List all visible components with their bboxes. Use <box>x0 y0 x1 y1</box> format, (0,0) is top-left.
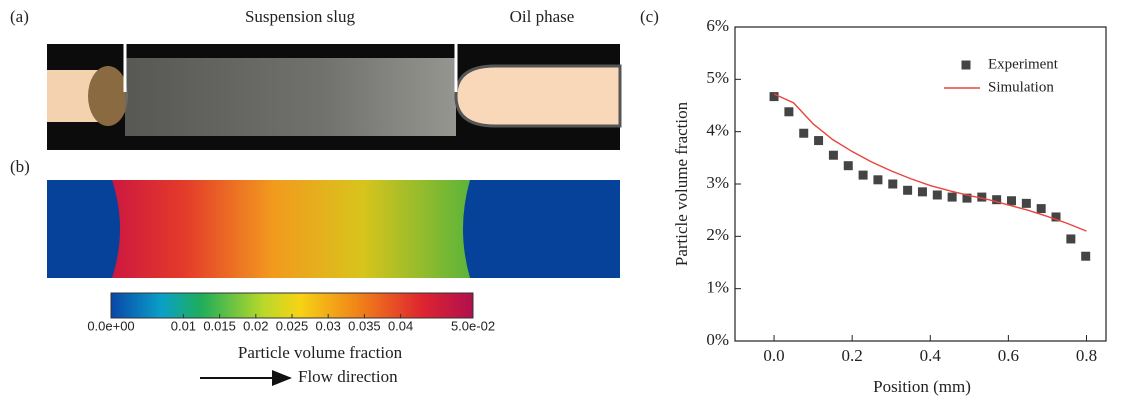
data-point <box>829 151 838 160</box>
y-axis-label: Particle volume fraction <box>672 101 691 266</box>
data-point <box>1022 199 1031 208</box>
x-tick-label: 0.8 <box>1076 346 1097 365</box>
y-tick-label: 2% <box>706 225 729 244</box>
data-point <box>784 107 793 116</box>
data-point <box>844 161 853 170</box>
data-point <box>859 171 868 180</box>
data-point <box>873 175 882 184</box>
legend-swatch <box>962 61 971 70</box>
colorbar-tick-label: 0.02 <box>243 318 268 333</box>
y-tick-label: 0% <box>706 330 729 349</box>
data-point <box>903 186 912 195</box>
x-tick-label: 0.2 <box>842 346 863 365</box>
panel-label: (c) <box>640 7 659 26</box>
annotation: Suspension slug <box>245 7 356 26</box>
data-point <box>1081 252 1090 261</box>
colorbar-tick-label: 5.0e-02 <box>451 318 495 333</box>
data-point <box>933 190 942 199</box>
legend-label: Experiment <box>988 56 1059 72</box>
data-point <box>1037 204 1046 213</box>
plot-frame <box>735 27 1106 341</box>
data-point <box>948 193 957 202</box>
panel-label: (a) <box>10 7 29 26</box>
y-tick-label: 4% <box>706 121 729 140</box>
colorbar-tick-label: 0.03 <box>316 318 341 333</box>
figure: (a) Suspension slug Oil phase (b) Partic… <box>0 0 1126 408</box>
colorbar-tick-label: 0.035 <box>348 318 381 333</box>
data-point <box>1066 234 1075 243</box>
colorbar-tick-label: 0.04 <box>388 318 413 333</box>
colorbar-tick-label: 0.0e+00 <box>87 318 134 333</box>
colorbar-tick-label: 0.025 <box>276 318 309 333</box>
photo <box>47 44 620 150</box>
y-tick-label: 1% <box>706 278 729 297</box>
x-tick-label: 0.4 <box>920 346 942 365</box>
data-point <box>918 187 927 196</box>
colorbar-tick-label: 0.01 <box>171 318 196 333</box>
data-point <box>770 92 779 101</box>
panel-label: (b) <box>10 157 30 176</box>
page: body { margin: 0; background: #fff; font… <box>0 0 1126 408</box>
data-point <box>799 129 808 138</box>
annotation: Oil phase <box>510 7 575 26</box>
data-point <box>888 180 897 189</box>
colorbar-tick-label: 0.015 <box>203 318 236 333</box>
legend-label: Simulation <box>988 79 1054 95</box>
colorbar-title: Particle volume fraction <box>238 343 403 362</box>
data-point <box>814 136 823 145</box>
x-tick-label: 0.0 <box>763 346 784 365</box>
data-point <box>1007 196 1016 205</box>
flow-label: Flow direction <box>298 367 398 386</box>
page-body: {"panels": { "a": {"label": "(a)", "anno… <box>0 0 1126 408</box>
y-tick-label: 3% <box>706 173 729 192</box>
x-axis-label: Position (mm) <box>873 377 971 396</box>
simulation-image <box>47 180 620 278</box>
y-tick-label: 5% <box>706 68 729 87</box>
y-tick-label: 6% <box>706 16 729 35</box>
x-tick-label: 0.6 <box>998 346 1019 365</box>
